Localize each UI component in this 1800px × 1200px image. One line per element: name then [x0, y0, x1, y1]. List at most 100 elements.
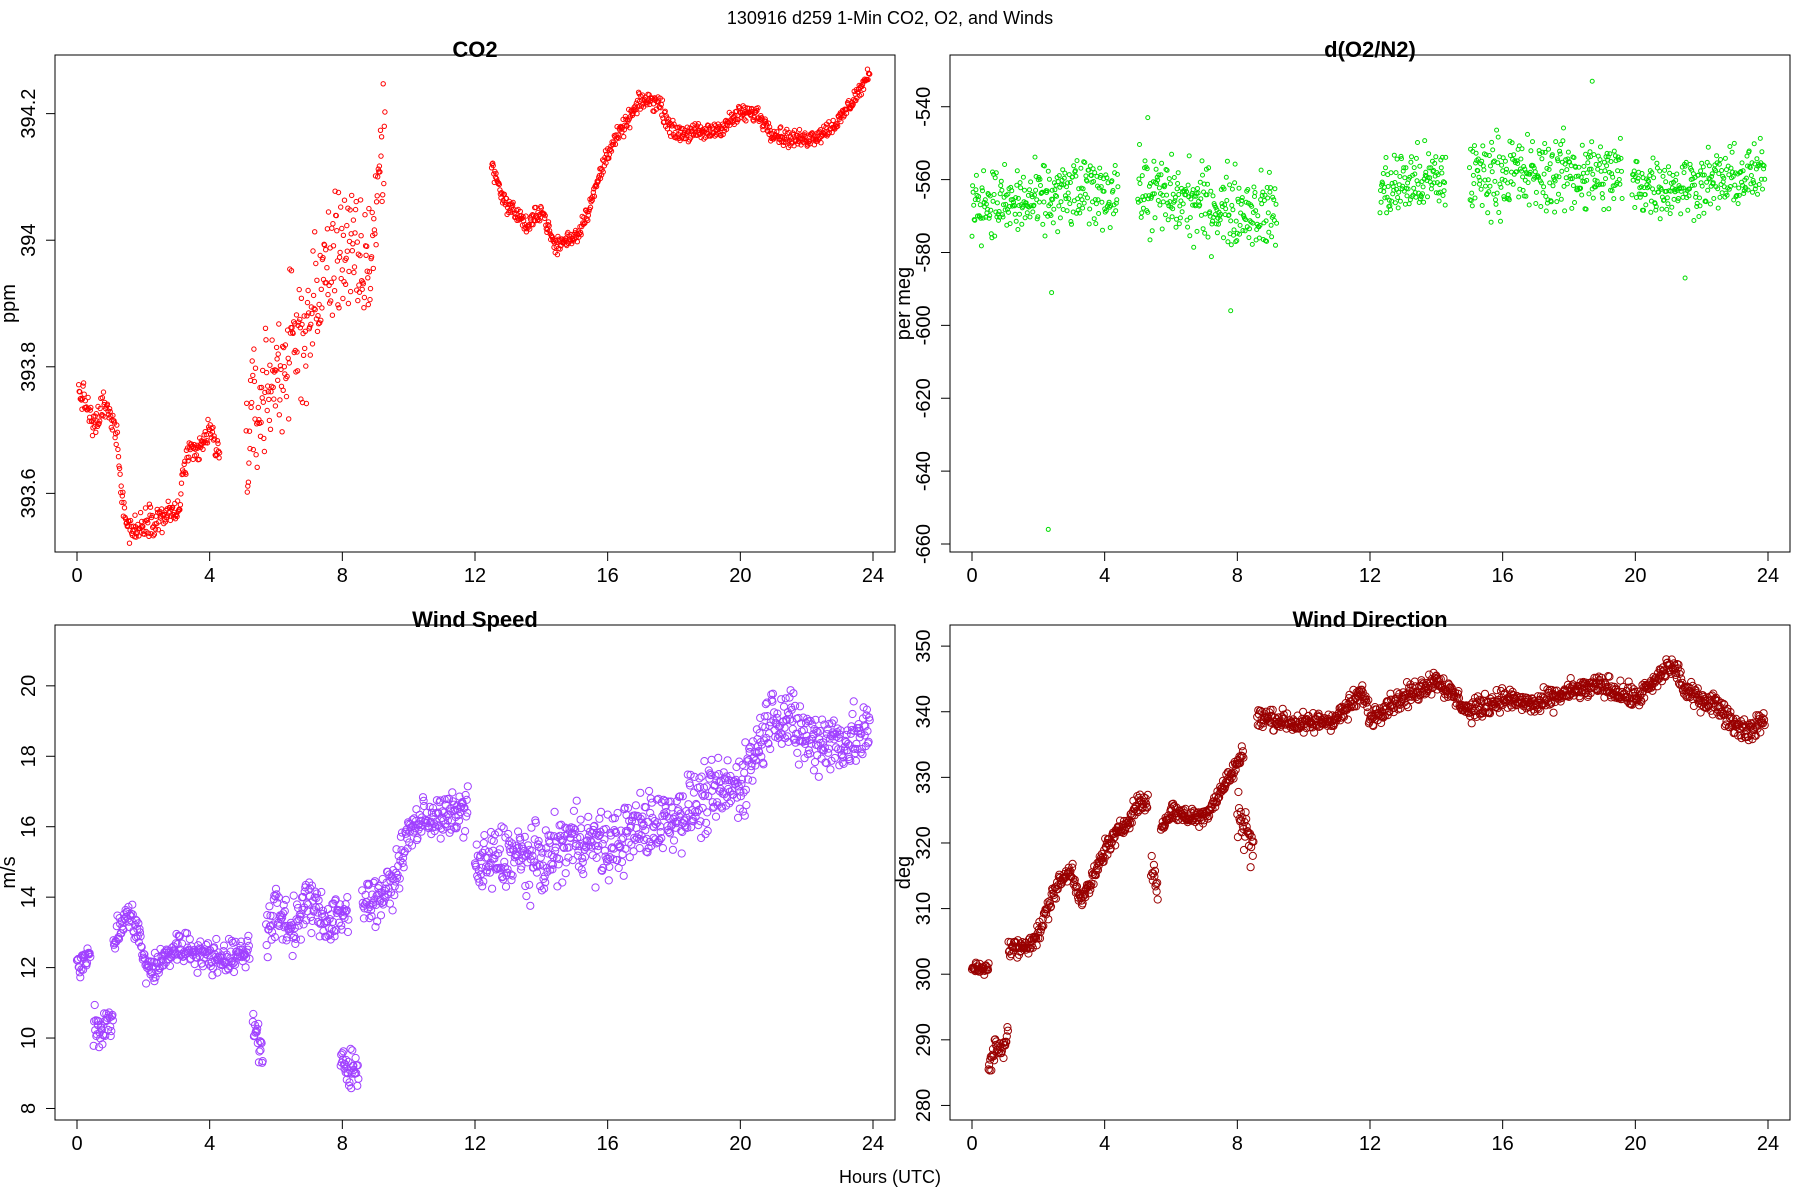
co2-chart-title: CO2 — [452, 37, 497, 62]
o2-n2-point — [1014, 168, 1020, 174]
co2-point — [194, 445, 201, 451]
o2-n2-point — [1377, 210, 1383, 216]
wind-speed-y-tick-label: 12 — [18, 956, 40, 978]
co2-point — [76, 382, 82, 388]
o2-n2-point — [1583, 206, 1589, 212]
wind-speed-point — [822, 759, 831, 768]
o2-n2-point — [1141, 197, 1147, 203]
o2-n2-point — [1441, 188, 1447, 194]
wind-speed-point — [809, 766, 819, 775]
o2-n2-point — [1701, 210, 1707, 216]
o2-n2-point — [1553, 139, 1559, 145]
wind-speed-point — [241, 963, 250, 972]
o2-n2-point — [1486, 153, 1492, 158]
wind-speed-point — [531, 818, 540, 827]
o2-n2-y-tick-label: -540 — [913, 87, 935, 127]
co2-point — [671, 121, 677, 127]
o2-n2-point — [1216, 221, 1221, 227]
o2-n2-point — [1270, 213, 1276, 219]
co2-point — [546, 223, 552, 229]
o2-n2-point — [992, 175, 998, 181]
co2-point — [267, 362, 273, 368]
wind-speed-point — [698, 803, 707, 813]
o2-n2-point — [1489, 169, 1495, 175]
o2-n2-point — [1541, 184, 1547, 190]
wind-speed-point — [766, 744, 775, 754]
co2-point — [701, 136, 707, 142]
co2-point — [490, 162, 496, 169]
wind-speed-point — [299, 920, 308, 929]
wind-speed-point — [537, 844, 546, 853]
o2-n2-point — [1233, 218, 1239, 224]
co2-point — [796, 126, 803, 133]
co2-point — [146, 501, 153, 507]
wind-speed-point — [526, 901, 535, 910]
co2-point — [302, 345, 308, 352]
o2-n2-point — [1519, 146, 1525, 152]
wind-speed-point — [484, 862, 493, 872]
o2-n2-point — [1100, 227, 1105, 233]
co2-point — [349, 248, 355, 254]
o2-n2-point — [972, 217, 978, 223]
o2-n2-point — [1504, 166, 1509, 172]
co2-point — [323, 247, 329, 253]
o2-n2-point — [1696, 214, 1702, 219]
o2-n2-point — [1510, 181, 1516, 187]
wind-speed-point — [811, 715, 820, 724]
co2-point — [145, 530, 152, 536]
co2-point — [786, 129, 792, 136]
wind-direction-point — [1209, 797, 1218, 806]
co2-point — [369, 209, 375, 216]
co2-point — [543, 222, 549, 228]
o2-n2-point — [1053, 193, 1058, 198]
wind-speed-point — [507, 876, 516, 885]
o2-n2-point — [1601, 207, 1607, 212]
o2-n2-point — [1727, 144, 1733, 149]
co2-point — [605, 146, 611, 152]
co2-point — [177, 502, 184, 508]
o2-n2-point — [1747, 165, 1753, 171]
wind-speed-point — [337, 921, 346, 930]
o2-n2-point — [1729, 149, 1735, 155]
wind-speed-point — [744, 775, 753, 784]
co2-point — [503, 195, 510, 202]
o2-n2-point — [1269, 234, 1275, 240]
o2-n2-point — [1473, 160, 1479, 166]
wind-speed-point — [506, 870, 515, 879]
o2-n2-point — [1732, 182, 1738, 188]
o2-n2-point — [1103, 172, 1109, 178]
o2-n2-point — [1675, 198, 1681, 204]
wind-direction-point — [1051, 894, 1061, 903]
o2-n2-point — [1514, 158, 1520, 164]
o2-n2-point — [1040, 221, 1046, 227]
co2-point — [382, 109, 388, 115]
co2-point — [607, 147, 614, 153]
wind-speed-point — [740, 811, 749, 820]
wind-speed-point — [344, 1081, 354, 1090]
co2-point — [279, 343, 286, 350]
wind-direction-point — [1343, 715, 1353, 724]
co2-point — [353, 198, 359, 205]
wind-speed-point — [619, 871, 628, 880]
o2-n2-point — [1175, 181, 1181, 186]
wind-speed-point — [753, 742, 763, 751]
wind-speed-point — [82, 958, 92, 968]
co2-point — [809, 130, 815, 136]
co2-point — [363, 252, 369, 259]
o2-n2-point — [1556, 174, 1562, 180]
co2-point — [606, 155, 612, 161]
o2-n2-point — [1268, 185, 1273, 191]
co2-point — [310, 248, 316, 254]
wind-speed-point — [489, 837, 498, 846]
co2-x-tick-label: 4 — [204, 565, 215, 587]
o2-n2-point — [1526, 202, 1532, 208]
o2-n2-point — [1227, 182, 1233, 188]
wind-speed-point — [797, 719, 806, 728]
o2-n2-point — [1754, 156, 1760, 162]
o2-n2-data-points — [969, 78, 1768, 532]
o2-n2-point — [1383, 155, 1389, 160]
o2-n2-point — [1489, 139, 1495, 145]
wind-speed-point — [847, 722, 856, 731]
o2-n2-point — [1200, 172, 1205, 178]
wind-direction-point — [1066, 867, 1075, 876]
